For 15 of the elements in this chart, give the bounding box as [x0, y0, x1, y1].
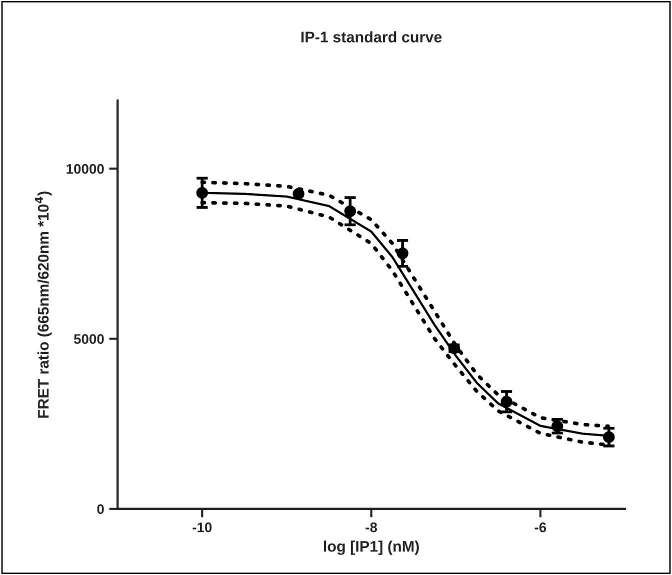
point — [396, 248, 408, 260]
y-tick-label: 0 — [97, 504, 104, 514]
x-tick-label: -8 — [366, 522, 378, 532]
y-tick-label: 10000 — [66, 164, 104, 174]
y-tick-label: 5000 — [74, 334, 104, 344]
point — [344, 205, 356, 218]
point — [196, 186, 208, 199]
chart-title: IP-1 standard curve — [301, 31, 442, 42]
point — [500, 396, 512, 408]
x-tick-label: -10 — [192, 522, 212, 532]
point — [603, 431, 615, 443]
point — [292, 188, 304, 200]
x-tick-label: -6 — [534, 522, 546, 532]
y-axis-title: FRET ratio (665nm/620nm *10$^{4}$) — [34, 192, 52, 418]
x-axis-title: log [IP1] (nM) — [324, 540, 419, 555]
